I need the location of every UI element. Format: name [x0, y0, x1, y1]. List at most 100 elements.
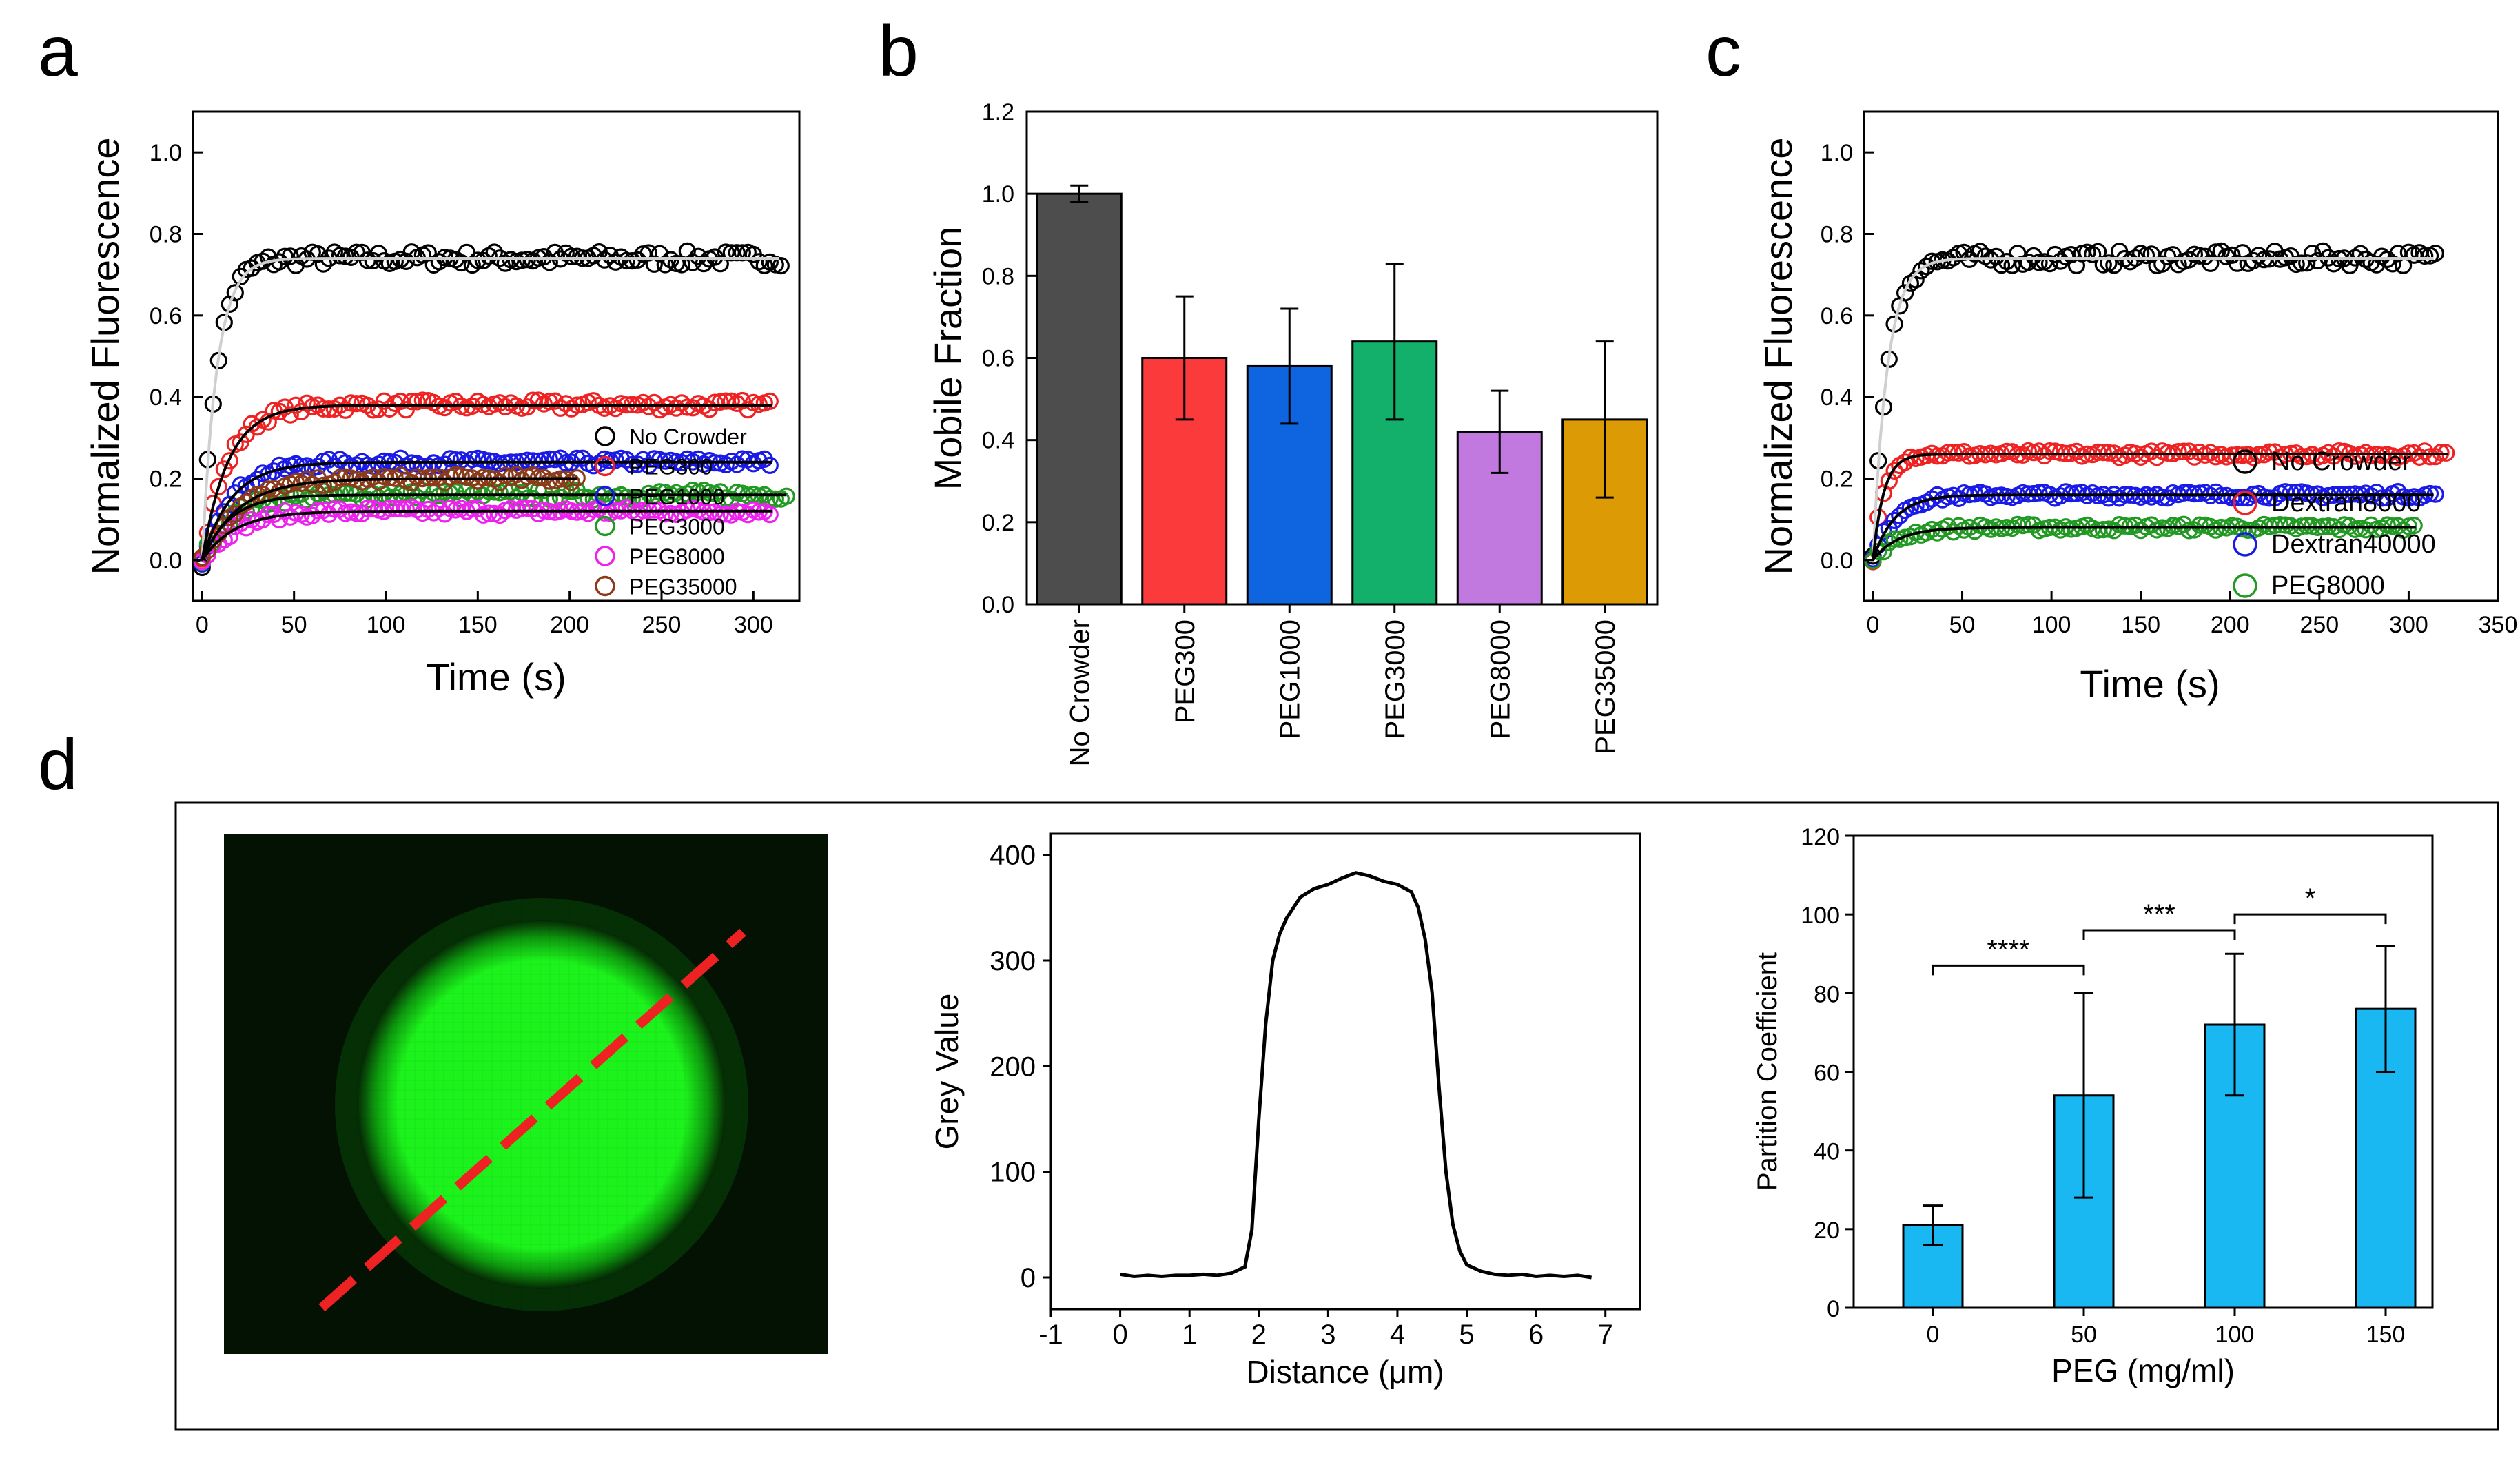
data-point: [2260, 489, 2278, 507]
data-point: [320, 505, 338, 523]
x-tick-label: 3: [1320, 1320, 1335, 1350]
legend-item: PEG1000: [595, 484, 725, 509]
data-point: [717, 392, 735, 410]
data-point: [540, 450, 558, 468]
x-tick-label: 150: [458, 612, 498, 638]
x-tick-label: 2: [1251, 1320, 1267, 1350]
data-point: [2025, 516, 2042, 534]
y-tick-label: 0.2: [982, 510, 1014, 536]
legend-item: PEG8000: [595, 544, 725, 569]
data-point: [2185, 448, 2203, 466]
legend-marker: [2233, 449, 2257, 474]
legend-label: PEG3000: [629, 515, 725, 540]
data-point: [314, 255, 332, 273]
legend-label: No Crowder: [2271, 447, 2411, 476]
panel-d-frame: [174, 801, 2499, 1431]
data-point: [678, 398, 696, 416]
data-point: [364, 468, 382, 486]
data-point: [524, 500, 542, 517]
data-point: [617, 251, 635, 269]
data-point: [270, 511, 288, 529]
data-point: [364, 401, 382, 419]
data-point: [209, 478, 227, 496]
data-point: [1945, 523, 1963, 541]
data-point: [2169, 442, 2187, 461]
data-point: [452, 254, 470, 272]
fit-lines: [201, 257, 787, 561]
legend-marker: [595, 515, 615, 537]
data-point: [739, 506, 757, 524]
y-tick-label: 0.8: [982, 263, 1014, 289]
data-point: [1896, 284, 1914, 302]
y-tick-label: 1.0: [150, 140, 182, 166]
fit-line: [201, 257, 779, 560]
significance-bracket: [1932, 964, 2085, 976]
legend-marker: [2233, 573, 2257, 598]
legend-item: Dextran8000: [2233, 489, 2421, 517]
significance-label: ****: [1987, 934, 2029, 965]
data-point: [430, 468, 448, 486]
x-tick-label: 300: [2389, 612, 2428, 638]
data-point: [1885, 462, 1903, 480]
data-point: [221, 452, 238, 470]
data-point: [2164, 517, 2182, 535]
data-point: [424, 504, 442, 522]
data-point: [2421, 448, 2439, 466]
data-point: [2293, 254, 2311, 272]
data-point: [606, 253, 624, 271]
legend-marker: [2233, 532, 2257, 557]
y-tick-label: 0.0: [150, 548, 182, 574]
data-point: [469, 251, 486, 269]
legend-label: Dextran8000: [2271, 489, 2421, 517]
data-point: [551, 399, 569, 417]
data-point: [628, 455, 646, 473]
x-tick-label: PEG35000: [1590, 619, 1621, 754]
bar: [1036, 192, 1123, 606]
x-tick-label: PEG3000: [1380, 619, 1411, 739]
data-point: [2223, 517, 2241, 535]
data-point: [397, 252, 415, 270]
data-point: [276, 247, 294, 265]
data-point: [761, 392, 779, 410]
y-tick-label: 1.2: [982, 99, 1014, 125]
fit-line: [201, 460, 772, 561]
data-point: [1949, 489, 1967, 508]
data-point: [2325, 447, 2343, 465]
legend-label: No Crowder: [629, 424, 747, 449]
data-point: [1912, 262, 1930, 280]
chart-d2-xlabel: PEG (mg/ml): [2051, 1353, 2235, 1388]
x-tick-label: 0: [1866, 612, 1879, 638]
data-point: [430, 253, 448, 271]
x-tick-label: 5: [1459, 1320, 1474, 1350]
data-point: [656, 505, 674, 523]
chart-c-fluorescence-recovery: 0 50 100 150 200 250 300 3500.00.20.40.60.81.0 …: [1756, 110, 2517, 706]
x-tick-label: PEG300: [1170, 619, 1200, 723]
data-point: [347, 395, 365, 413]
data-point: [325, 500, 343, 518]
data-point: [1945, 444, 1963, 462]
data-point: [430, 499, 448, 517]
data-point: [673, 394, 690, 412]
chart-c-legend: No Crowder Dextran8000 Dextran40000 PEG8000: [2233, 447, 2436, 600]
data-point: [2159, 489, 2177, 507]
y-tick-label: 0.6: [982, 346, 1014, 372]
data-point: [733, 450, 751, 468]
data-point: [2180, 442, 2198, 460]
y-tick-label: 120: [1801, 824, 1840, 850]
x-tick-label: 1: [1182, 1320, 1197, 1350]
data-point: [2185, 521, 2203, 539]
chart-c-frame: [1863, 110, 2499, 602]
series-peg8000: [1864, 515, 2423, 570]
data-point: [226, 284, 244, 302]
data-point: [281, 406, 299, 424]
data-point: [540, 254, 558, 271]
data-point: [1939, 517, 1957, 535]
data-point: [298, 471, 316, 489]
data-point: [2260, 443, 2278, 461]
data-point: [595, 251, 613, 269]
y-tick-label: 40: [1814, 1139, 1840, 1165]
legend-item: PEG35000: [595, 575, 737, 599]
y-tick-label: 0.6: [150, 303, 182, 329]
data-point: [276, 502, 294, 520]
data-point: [2116, 517, 2133, 535]
